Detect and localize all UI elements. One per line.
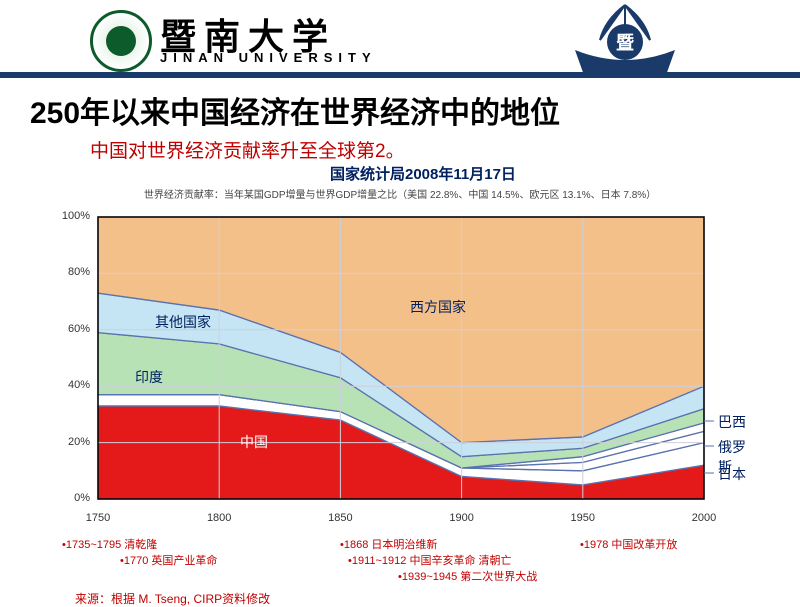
ship-badge-icon: 暨 xyxy=(570,0,680,78)
logo-inner-icon xyxy=(106,26,136,56)
university-logo-icon xyxy=(90,10,152,72)
subtitle-blue: 国家统计局2008年11月17日 xyxy=(330,163,800,184)
chart-canvas xyxy=(50,207,750,522)
source-note: 来源：根据 M. Tseng, CIRP资料修改 xyxy=(75,590,800,607)
university-name-en: JINAN UNIVERSITY xyxy=(160,50,377,65)
y-tick-label: 20% xyxy=(54,436,90,448)
header: 暨南大学 JINAN UNIVERSITY 暨 xyxy=(0,0,800,78)
x-tick-label: 1800 xyxy=(199,512,239,524)
timeline-event: •1978 中国改革开放 xyxy=(580,536,677,552)
region-label: 其他国家 xyxy=(155,312,211,332)
chart-caption: 世界经济贡献率：当年某国GDP增量与世界GDP增量之比（美国 22.8%、中国 … xyxy=(0,186,800,201)
x-tick-label: 1850 xyxy=(320,512,360,524)
y-tick-label: 80% xyxy=(54,266,90,278)
stacked-area-chart: 0% 20% 40% 60% 80% 100% 1750 1800 1850 1900 1950 20… xyxy=(50,207,750,522)
region-label: 西方国家 xyxy=(410,297,466,317)
y-tick-label: 100% xyxy=(54,210,90,222)
x-tick-label: 1950 xyxy=(563,512,603,524)
y-tick-label: 60% xyxy=(54,323,90,335)
timeline-event: •1868 日本明治维新 xyxy=(340,536,437,552)
y-tick-label: 0% xyxy=(54,492,90,504)
historical-timeline: •1735~1795 清乾隆•1770 英国产业革命•1868 日本明治维新•1… xyxy=(50,536,750,588)
region-label: 中国 xyxy=(240,432,268,452)
header-border xyxy=(0,72,800,78)
region-label: 巴西 xyxy=(718,412,746,432)
region-label: 俄罗斯 xyxy=(718,437,750,477)
region-label: 印度 xyxy=(135,367,163,387)
x-tick-label: 1900 xyxy=(442,512,482,524)
timeline-event: •1911~1912 中国辛亥革命 清朝亡 xyxy=(348,552,512,568)
x-tick-label: 2000 xyxy=(684,512,724,524)
timeline-event: •1735~1795 清乾隆 xyxy=(62,536,157,552)
timeline-event: •1770 英国产业革命 xyxy=(120,552,217,568)
subtitle-red: 中国对世界经济贡献率升至全球第2。 xyxy=(90,136,800,163)
y-tick-label: 40% xyxy=(54,379,90,391)
timeline-event: •1939~1945 第二次世界大战 xyxy=(398,568,537,584)
svg-text:暨: 暨 xyxy=(616,33,634,53)
page-title: 250年以来中国经济在世界经济中的地位 xyxy=(30,88,800,132)
x-tick-label: 1750 xyxy=(78,512,118,524)
